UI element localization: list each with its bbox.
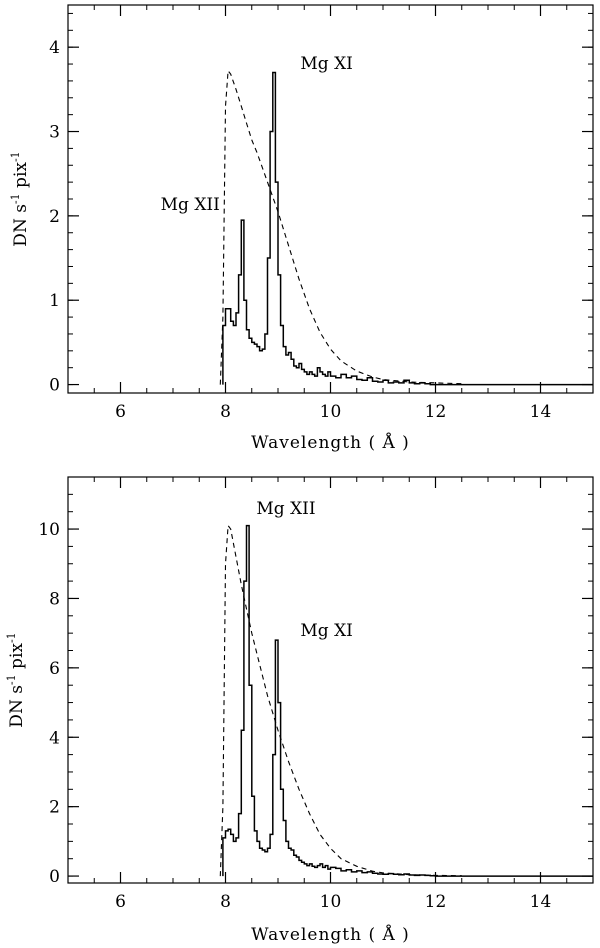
y-tick-label: 6: [49, 659, 60, 679]
bottom-panel-x-axis-label: Wavelength ( Å ): [251, 924, 410, 945]
bottom-panel-y-label-exp2: -1: [5, 632, 18, 643]
x-tick-label: 10: [320, 892, 342, 912]
bottom-panel-series: [219, 524, 593, 877]
x-tick-label: 6: [115, 892, 126, 912]
y-tick-label: 0: [49, 376, 60, 396]
y-tick-label: 4: [49, 728, 60, 748]
x-tick-label: 14: [530, 402, 552, 422]
bottom-panel: 6 8 10 12 14 0 2 4 6 8 10 Wavelength ( Å ) DN s-1 …: [5, 476, 594, 945]
top-panel-y-label-exp2: -1: [9, 151, 22, 162]
bottom-panel-y-label-main: DN s: [7, 685, 27, 728]
y-tick-label: 0: [49, 867, 60, 887]
bottom-panel-y-axis-label: DN s-1 pix-1: [5, 632, 27, 727]
bottom-panel-annotation-mg-xi: Mg XI: [300, 621, 353, 641]
bottom-panel-frame: [67, 476, 594, 884]
top-panel-y-label-exp1: -1: [9, 193, 22, 204]
top-panel-y-axis-label: DN s-1 pix-1: [9, 151, 31, 246]
bottom-panel-y-label-exp1: -1: [5, 674, 18, 685]
top-panel-y-label-main: DN s: [11, 204, 31, 247]
y-tick-label: 2: [49, 798, 60, 818]
y-tick-label: 8: [49, 589, 60, 609]
bottom-panel-annotation-mg-xii: Mg XII: [256, 499, 315, 519]
y-tick-label: 2: [49, 207, 60, 227]
y-tick-label: 3: [49, 123, 60, 143]
model-spectrum-dashed-line: [219, 69, 462, 385]
x-tick-label: 8: [220, 892, 231, 912]
top-panel-annotation-mg-xii: Mg XII: [161, 195, 220, 215]
observed-spectrum-line: [222, 71, 593, 386]
x-tick-label: 6: [115, 402, 126, 422]
bottom-panel-ticks: 6 8 10 12 14 0 2 4 6 8 10: [38, 476, 594, 912]
x-tick-label: 8: [220, 402, 231, 422]
y-tick-label: 4: [49, 38, 60, 58]
x-tick-label: 12: [425, 402, 447, 422]
top-panel-series: [219, 69, 593, 386]
top-panel-y-label-mid: pix: [11, 162, 31, 194]
y-tick-label: 10: [38, 520, 60, 540]
bottom-panel-y-label-mid: pix: [7, 643, 27, 675]
observed-spectrum-line: [222, 524, 593, 877]
x-tick-label: 10: [320, 402, 342, 422]
x-tick-label: 12: [425, 892, 447, 912]
top-panel-x-axis-label: Wavelength ( Å ): [251, 432, 410, 453]
top-panel-frame: [67, 4, 594, 394]
top-panel-annotation-mg-xi: Mg XI: [300, 54, 353, 74]
y-tick-label: 1: [49, 291, 60, 311]
x-tick-label: 14: [530, 892, 552, 912]
model-spectrum-dashed-line: [219, 524, 462, 877]
